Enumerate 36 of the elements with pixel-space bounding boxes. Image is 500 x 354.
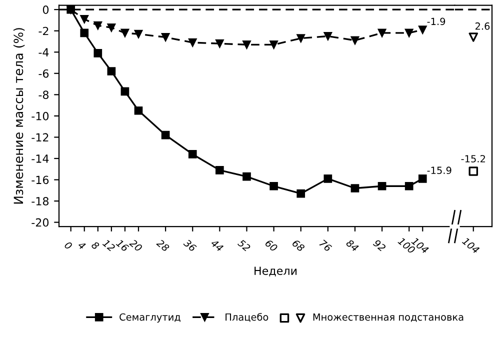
y-tick-label: 0 <box>42 6 49 14</box>
x-tick-label: 16 <box>116 238 130 252</box>
x-tick-label: 92 <box>372 238 386 252</box>
x-tick-label: 20 <box>128 238 143 252</box>
y-tick-label: -8 <box>38 90 49 100</box>
x-tick-label: 36 <box>183 238 197 252</box>
data-label: -15.2 <box>461 155 485 162</box>
x-tick-label: 12 <box>102 238 116 252</box>
x-tick-label: 68 <box>292 239 306 252</box>
annotation: 2.6 <box>475 22 490 30</box>
x-tick-label: 104 <box>462 237 480 254</box>
data-label: -1.9 <box>427 18 446 26</box>
x-tick-label: 8 <box>90 240 100 250</box>
y-tick-label: -16 <box>32 176 49 184</box>
x-tick-label: 76 <box>319 239 332 252</box>
x-tick-label: 28 <box>156 238 170 252</box>
y-tick-label: -2 <box>38 26 48 36</box>
x-tick-label: 84 <box>346 238 360 252</box>
x-tick-label: 44 <box>210 238 224 252</box>
y-tick-label: -20 <box>32 218 49 227</box>
y-tick-label: -4 <box>38 48 49 56</box>
legend-label: Множественная подстановка <box>313 313 464 322</box>
y-tick-label: -12 <box>32 133 48 142</box>
legend-label: Плацебо <box>226 313 268 322</box>
y-tick-label: -18 <box>32 197 49 206</box>
y-axis-title: Изменение массы тела (%) <box>13 28 25 204</box>
y-tick-label: -10 <box>32 112 49 120</box>
x-tick-label: 60 <box>264 239 278 252</box>
legend-label: Семаглутид <box>120 313 180 323</box>
y-tick-label: -14 <box>32 154 49 163</box>
y-tick-label: -6 <box>38 69 49 78</box>
x-tick-label: 0 <box>64 240 73 250</box>
x-axis-title: Недели <box>254 266 297 276</box>
x-tick-label: 52 <box>237 238 251 252</box>
data-label: -15.9 <box>427 166 452 174</box>
x-tick-label: 4 <box>77 240 86 250</box>
